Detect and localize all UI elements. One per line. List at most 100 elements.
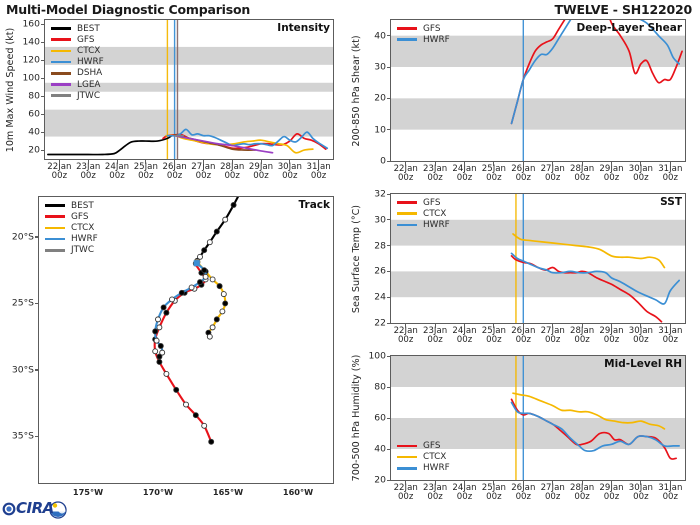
y-tick-track: 35°S	[11, 430, 34, 442]
x-tick-shear: 29Jan 00z	[599, 163, 624, 183]
legend-label: GFS	[423, 23, 441, 34]
x-tickmark	[581, 324, 583, 328]
legend-item-gfs: GFS	[397, 197, 450, 208]
x-tickmark	[640, 162, 642, 166]
y-tick-shear: 20	[374, 92, 386, 104]
y-tick-rh: 20	[374, 474, 386, 486]
x-tick-sst: 27Jan 00z	[540, 325, 565, 345]
legend-item-ctcx: CTCX	[51, 45, 104, 56]
legend-swatch	[397, 455, 417, 459]
x-tick-rh: 24Jan 00z	[452, 482, 477, 502]
y-tickmark	[35, 302, 39, 304]
cira-logo-text: CIRA	[16, 499, 54, 517]
legend-item-jtwc: JTWC	[51, 90, 104, 101]
legend-label: JTWC	[71, 245, 95, 256]
y-tick-sst: 28	[374, 240, 386, 252]
legend-item-jtwc: JTWC	[45, 245, 98, 256]
x-tickmark	[493, 481, 495, 485]
legend-label: GFS	[423, 197, 441, 208]
legend-item-lgea: LGEA	[51, 79, 104, 90]
y-tick-intensity: 140	[22, 36, 40, 48]
x-tickmark	[493, 162, 495, 166]
y-tickmark	[387, 35, 391, 37]
x-tick-shear: 24Jan 00z	[452, 163, 477, 183]
y-tick-rh: 100	[368, 350, 386, 362]
x-tick-sst: 25Jan 00z	[481, 325, 506, 345]
legend-label: GFS	[77, 34, 95, 45]
plot-area-shear	[390, 19, 686, 162]
y-tickmark	[387, 160, 391, 162]
legend-swatch	[51, 83, 71, 86]
y-tickmark	[41, 149, 45, 151]
x-tickmark	[318, 160, 320, 164]
x-tickmark	[145, 160, 147, 164]
legend-swatch	[45, 215, 65, 219]
x-tick-shear: 26Jan 00z	[511, 163, 536, 183]
legend-label: HWRF	[423, 463, 450, 474]
cira-logo-icon	[2, 501, 67, 519]
x-tick-intensity: 31Jan 00z	[306, 161, 331, 181]
y-tick-intensity: 80	[28, 90, 40, 102]
x-tickmark	[640, 481, 642, 485]
legend-swatch	[397, 223, 417, 227]
x-tick-sst: 26Jan 00z	[511, 325, 536, 345]
legend-item-ctcx: CTCX	[397, 452, 450, 463]
legend-item-ctcx: CTCX	[45, 222, 98, 233]
y-tickmark	[387, 322, 391, 324]
legend-label: HWRF	[77, 57, 104, 68]
x-tick-shear: 28Jan 00z	[570, 163, 595, 183]
x-tick-sst: 23Jan 00z	[423, 325, 448, 345]
panel-label-intensity: Intensity	[277, 22, 330, 34]
x-tickmark	[522, 324, 524, 328]
legend-rh: GFS CTCX HWRF	[397, 440, 450, 474]
x-tickmark	[289, 160, 291, 164]
panel-label-shear: Deep-Layer Shear	[576, 22, 682, 34]
x-tickmark	[669, 324, 671, 328]
legend-item-gfs: GFS	[45, 211, 98, 222]
panel-label-sst: SST	[660, 196, 682, 208]
x-tickmark	[493, 324, 495, 328]
x-tickmark	[611, 481, 613, 485]
x-tickmark	[611, 324, 613, 328]
x-tickmark	[434, 162, 436, 166]
x-tickmark	[116, 160, 118, 164]
legend-swatch	[45, 249, 65, 252]
x-tick-sst: 28Jan 00z	[570, 325, 595, 345]
x-tick-shear: 25Jan 00z	[481, 163, 506, 183]
legend-item-hwrf: HWRF	[397, 34, 450, 45]
y-tick-intensity: 100	[22, 72, 40, 84]
legend-swatch	[397, 38, 417, 42]
y-tickmark	[387, 296, 391, 298]
x-tick-shear: 23Jan 00z	[423, 163, 448, 183]
legend-label: HWRF	[71, 234, 98, 245]
legend-label: CTCX	[77, 45, 101, 56]
x-tick-sst: 22Jan 00z	[393, 325, 418, 345]
legend-swatch	[397, 467, 417, 470]
cira-logo: CIRA	[2, 496, 68, 520]
plot-area-intensity	[44, 19, 334, 160]
y-tickmark	[387, 448, 391, 450]
y-tickmark	[387, 417, 391, 419]
legend-swatch	[45, 226, 65, 230]
y-tick-intensity: 120	[22, 54, 40, 66]
x-tick-intensity: 23Jan 00z	[76, 161, 101, 181]
x-tickmark	[581, 162, 583, 166]
x-tick-rh: 25Jan 00z	[481, 482, 506, 502]
legend-label: GFS	[71, 211, 89, 222]
legend-item-hwrf: HWRF	[397, 219, 450, 230]
x-tickmark	[434, 481, 436, 485]
y-tickmark	[387, 386, 391, 388]
legend-swatch	[397, 444, 417, 448]
y-tick-sst: 22	[374, 317, 386, 329]
legend-swatch	[45, 237, 65, 241]
x-tick-shear: 31Jan 00z	[658, 163, 683, 183]
legend-item-hwrf: HWRF	[397, 463, 450, 474]
x-tickmark	[405, 162, 407, 166]
y-tick-sst: 30	[374, 214, 386, 226]
y-tickmark	[41, 113, 45, 115]
y-tickmark	[387, 193, 391, 195]
legend-item-ctcx: CTCX	[397, 208, 450, 219]
plot-area-rh	[390, 355, 686, 481]
